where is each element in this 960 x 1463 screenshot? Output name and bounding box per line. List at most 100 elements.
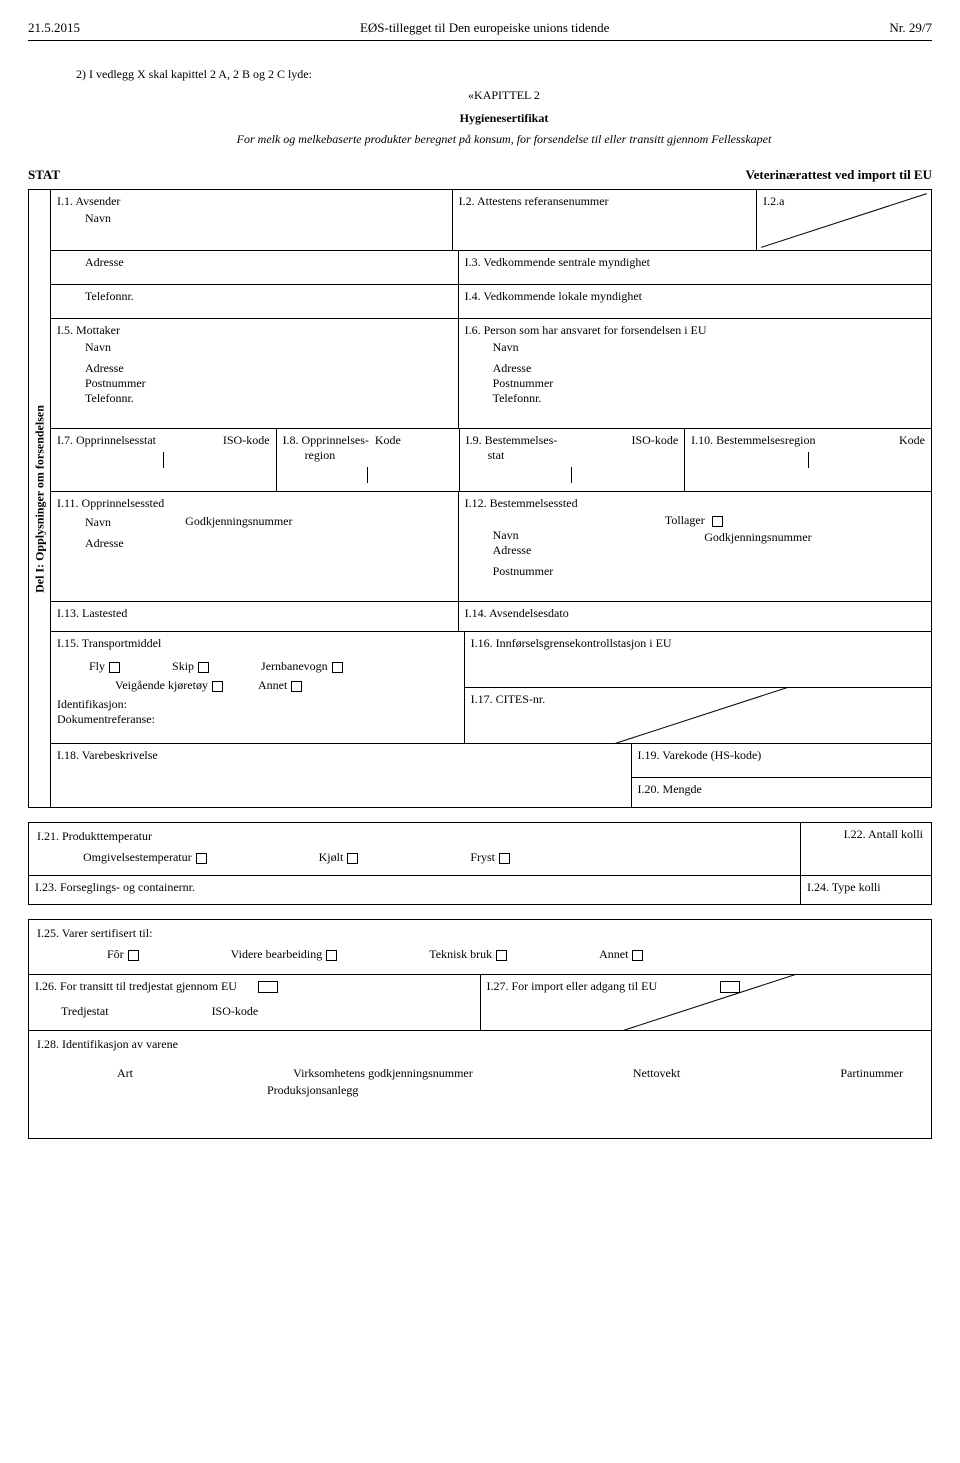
i21-fryst: Fryst [470, 850, 495, 864]
box-i21-i22: I.21. Produkttemperatur I.22. Antall kol… [28, 822, 932, 876]
i28-prod: Produksjonsanlegg [267, 1083, 923, 1098]
checkbox-fly[interactable] [109, 662, 120, 673]
box-i2a: I.2.a [757, 189, 932, 251]
box-i15: I.15. Transportmiddel Fly Skip Jernbanev… [50, 632, 465, 744]
header-pageno: Nr. 29/7 [889, 20, 932, 36]
checkbox-i27[interactable] [720, 981, 740, 993]
checkbox-omgivelse[interactable] [196, 853, 207, 864]
i6-navn: Navn [493, 340, 925, 355]
box-i11: I.11. Opprinnelsessted Navn Godkjennings… [50, 492, 459, 602]
i9-iso: ISO-kode [632, 433, 679, 448]
i28-art: Art [117, 1066, 133, 1081]
checkbox-jernbane[interactable] [332, 662, 343, 673]
box-i5: I.5. Mottaker Navn Adresse Postnummer Te… [50, 319, 459, 429]
box-i1-tlf: Telefonnr. [50, 285, 459, 319]
checkbox-annet-cert[interactable] [632, 950, 643, 961]
header-title: EØS-tillegget til Den europeiske unions … [360, 20, 609, 36]
i26-tredje: Tredjestat [61, 1004, 109, 1018]
checkbox-skip[interactable] [198, 662, 209, 673]
label-i3: I.3. Vedkommende sentrale myndighet [465, 255, 925, 270]
stat-row: STAT Veterinærattest ved import til EU [28, 167, 932, 183]
label-i25: I.25. Varer sertifisert til: [37, 926, 923, 941]
label-i2: I.2. Attestens referansenummer [459, 194, 750, 209]
i9-sub: stat [488, 448, 679, 463]
box-i19: I.19. Varekode (HS-kode) [632, 744, 932, 778]
label-i8: I.8. Opprinnelses- Kode [283, 433, 453, 448]
sidebar: Del I: Opplysninger om forsendelsen [28, 189, 50, 808]
checkbox-teknisk[interactable] [496, 950, 507, 961]
label-i18: I.18. Varebeskrivelse [57, 748, 625, 763]
box-i16: I.16. Innførselsgrensekontrollstasjon i … [465, 632, 932, 688]
checkbox-kjolt[interactable] [347, 853, 358, 864]
box-i3: I.3. Vedkommende sentrale myndighet [459, 251, 932, 285]
i11-godk: Godkjenningsnummer [185, 514, 292, 529]
box-i4: I.4. Vedkommende lokale myndighet [459, 285, 932, 319]
i12-adresse: Adresse [493, 543, 925, 558]
i6-tlf: Telefonnr. [493, 391, 925, 406]
box-i14: I.14. Avsendelsesdato [459, 602, 932, 632]
label-i15: I.15. Transportmiddel [57, 636, 458, 651]
i11-adresse: Adresse [85, 536, 452, 551]
label-i6: I.6. Person som har ansvaret for forsend… [465, 323, 925, 338]
checkbox-for[interactable] [128, 950, 139, 961]
i21-omg: Omgivelsestemperatur [83, 850, 192, 864]
box-i24: I.24. Type kolli [800, 876, 931, 904]
box-i23: I.23. Forseglings- og containernr. [29, 876, 800, 904]
box-i1-adresse: Adresse [50, 251, 459, 285]
stat-left: STAT [28, 167, 60, 183]
checkbox-annet-transport[interactable] [291, 681, 302, 692]
stat-right: Veterinærattest ved import til EU [745, 167, 932, 183]
i7-iso: ISO-kode [223, 433, 270, 448]
label-i19: I.19. Varekode (HS-kode) [638, 748, 925, 763]
i5-navn: Navn [85, 340, 452, 355]
i25-teknisk: Teknisk bruk [429, 947, 492, 961]
box-i20: I.20. Mengde [632, 778, 932, 808]
i10-kode: Kode [899, 433, 925, 448]
i5-adresse: Adresse [85, 361, 452, 376]
i15-jernbane: Jernbanevogn [261, 659, 328, 673]
box-i9: I.9. Bestemmelses- ISO-kode stat [460, 429, 686, 492]
i28-virk: Virksomhetens godkjenningsnummer [293, 1066, 473, 1081]
i25-annet: Annet [599, 947, 628, 961]
i12-tollager: Tollager [665, 513, 705, 527]
label-i1: I.1. Avsender [57, 194, 446, 209]
checkbox-tollager[interactable] [712, 516, 723, 527]
label-i20: I.20. Mengde [638, 782, 925, 797]
intro-block: 2) I vedlegg X skal kapittel 2 A, 2 B og… [76, 67, 932, 147]
box-i10: I.10. Bestemmelsesregion Kode [685, 429, 932, 492]
label-i14: I.14. Avsendelsesdato [465, 606, 925, 621]
i1-adresse: Adresse [85, 255, 452, 270]
i1-tlf: Telefonnr. [85, 289, 452, 304]
box-i25: I.25. Varer sertifisert til: Fôr Videre … [28, 919, 932, 975]
chapter-number: «KAPITTEL 2 [76, 88, 932, 103]
i6-post: Postnummer [493, 376, 925, 391]
sidebar-label: Del I: Opplysninger om forsendelsen [32, 405, 47, 593]
i25-for: Fôr [107, 947, 124, 961]
box-i2: I.2. Attestens referansenummer [453, 189, 757, 251]
chapter-description: For melk og melkebaserte produkter bereg… [76, 132, 932, 147]
box-i26: I.26. For transitt til tredjestat gjenno… [29, 975, 481, 1030]
checkbox-videre[interactable] [326, 950, 337, 961]
label-i11: I.11. Opprinnelsessted [57, 496, 452, 511]
label-i12: I.12. Bestemmelsessted [465, 496, 925, 511]
i28-parti: Partinummer [840, 1066, 903, 1081]
label-i5: I.5. Mottaker [57, 323, 452, 338]
checkbox-i26[interactable] [258, 981, 278, 993]
label-i2a: I.2.a [763, 194, 925, 209]
i12-godk: Godkjenningsnummer [704, 530, 811, 545]
box-i8: I.8. Opprinnelses- Kode region [277, 429, 460, 492]
label-i4: I.4. Vedkommende lokale myndighet [465, 289, 925, 304]
i12-post: Postnummer [493, 564, 925, 579]
i25-videre: Videre bearbeiding [231, 947, 323, 961]
checkbox-fryst[interactable] [499, 853, 510, 864]
box-i27: I.27. For import eller adgang til EU [481, 975, 932, 1030]
checkbox-vei[interactable] [212, 681, 223, 692]
label-i13: I.13. Lastested [57, 606, 452, 621]
i5-post: Postnummer [85, 376, 452, 391]
i15-dokref: Dokumentreferanse: [57, 712, 458, 727]
box-i1: I.1. Avsender Navn [50, 189, 453, 251]
i6-adresse: Adresse [493, 361, 925, 376]
label-i17: I.17. CITES-nr. [471, 692, 925, 707]
label-i28: I.28. Identifikasjon av varene [37, 1037, 923, 1052]
box-i17: I.17. CITES-nr. [465, 688, 932, 744]
